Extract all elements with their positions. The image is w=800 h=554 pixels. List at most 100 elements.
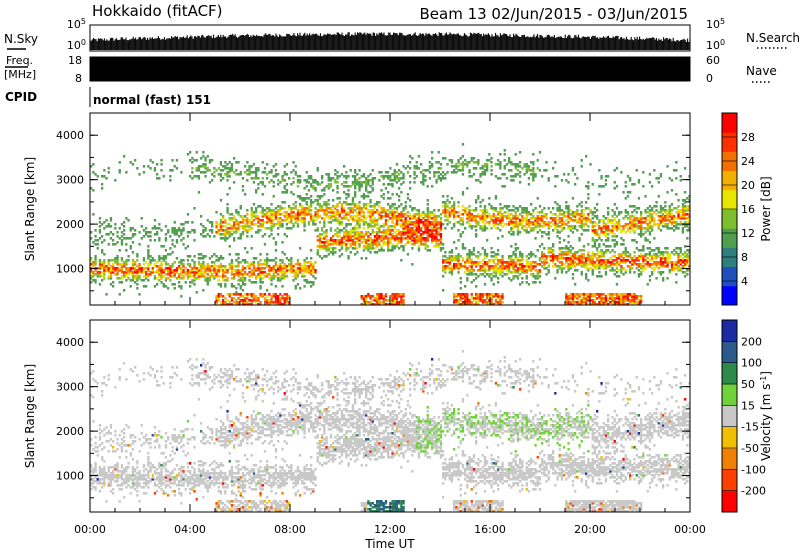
power-cell xyxy=(415,225,418,228)
power-cell xyxy=(444,211,447,214)
power-cell xyxy=(582,263,586,266)
power-cell xyxy=(206,279,209,282)
power-cell xyxy=(230,169,234,172)
power-cell xyxy=(193,271,196,274)
power-cell xyxy=(556,257,559,260)
power-cell xyxy=(323,245,326,248)
power-cell xyxy=(257,183,260,186)
power-cell xyxy=(292,223,295,226)
power-cell xyxy=(626,297,630,300)
power-cell xyxy=(191,259,194,262)
power-cell xyxy=(365,177,368,180)
power-cell xyxy=(538,217,542,220)
power-cell xyxy=(567,181,570,184)
power-cell xyxy=(492,251,495,254)
power-cell xyxy=(609,251,612,254)
power-cell xyxy=(120,235,124,238)
power-cell xyxy=(233,157,236,160)
power-cell xyxy=(620,253,623,256)
power-cell xyxy=(365,181,368,184)
power-cell xyxy=(356,183,359,186)
power-cell xyxy=(252,271,256,274)
power-cell xyxy=(336,217,339,220)
power-cell xyxy=(468,265,471,268)
power-cell xyxy=(318,195,322,198)
power-cell xyxy=(222,237,225,240)
power-cell xyxy=(217,173,220,176)
power-cell xyxy=(527,223,531,226)
power-cell xyxy=(244,297,247,300)
power-cell xyxy=(354,203,357,206)
power-cell xyxy=(514,213,517,216)
power-cell xyxy=(277,301,280,304)
power-cell xyxy=(285,215,289,218)
power-cell xyxy=(382,215,385,218)
power-cell xyxy=(281,191,284,194)
power-cell xyxy=(527,263,531,266)
power-cell xyxy=(534,217,537,220)
power-cell xyxy=(294,275,297,278)
power-cell xyxy=(453,217,456,220)
power-cell xyxy=(453,267,456,270)
power-cell xyxy=(164,225,168,228)
power-cell xyxy=(591,293,594,296)
nave-tick-bottom: 0 xyxy=(706,72,713,85)
power-cell xyxy=(153,227,157,230)
power-cell xyxy=(98,271,102,274)
power-cell xyxy=(299,203,302,206)
power-cell xyxy=(246,295,249,298)
power-cell xyxy=(391,213,394,216)
power-cell xyxy=(543,215,546,218)
power-cell xyxy=(481,247,484,250)
power-cell xyxy=(503,215,506,218)
power-cell xyxy=(259,295,262,298)
power-cell xyxy=(343,191,346,194)
power-cell xyxy=(323,217,326,220)
power-cell xyxy=(354,209,357,212)
power-cell xyxy=(516,267,520,270)
power-cell xyxy=(527,267,531,270)
power-cell xyxy=(538,223,542,226)
power-cell xyxy=(600,231,603,234)
power-cell xyxy=(281,295,284,298)
power-cell xyxy=(395,181,399,184)
power-cell xyxy=(160,169,163,172)
power-cell xyxy=(277,269,280,272)
power-cell xyxy=(490,207,493,210)
power-cell xyxy=(494,265,498,268)
power-cell xyxy=(114,243,117,246)
power-cell xyxy=(426,219,429,222)
power-cell xyxy=(208,235,212,238)
power-cell xyxy=(477,221,480,224)
power-cell xyxy=(554,175,557,178)
power-cell xyxy=(428,213,432,216)
power-cell xyxy=(547,231,550,234)
power-cell xyxy=(114,227,117,230)
power-cell xyxy=(435,219,438,222)
power-cell xyxy=(292,275,295,278)
power-cell xyxy=(351,199,355,202)
power-cell xyxy=(142,229,146,232)
power-cell xyxy=(637,217,641,220)
power-cell xyxy=(332,199,335,202)
power-cell xyxy=(475,235,478,238)
power-cell xyxy=(272,277,275,280)
power-cell xyxy=(307,209,311,212)
power-cell xyxy=(371,239,374,242)
power-cell xyxy=(378,171,381,174)
power-cell xyxy=(640,257,643,260)
power-cell xyxy=(475,233,478,236)
power-cell xyxy=(303,225,306,228)
power-cell xyxy=(125,279,128,282)
power-cell xyxy=(534,281,537,284)
power-cell xyxy=(523,271,526,274)
power-cell xyxy=(431,165,434,168)
power-cell xyxy=(255,269,258,272)
power-cell xyxy=(136,279,139,282)
power-cell xyxy=(305,201,308,204)
power-cell xyxy=(464,299,467,302)
power-cell xyxy=(609,293,612,296)
power-cell xyxy=(501,293,504,296)
power-cell xyxy=(635,259,638,262)
power-cell xyxy=(624,297,627,300)
